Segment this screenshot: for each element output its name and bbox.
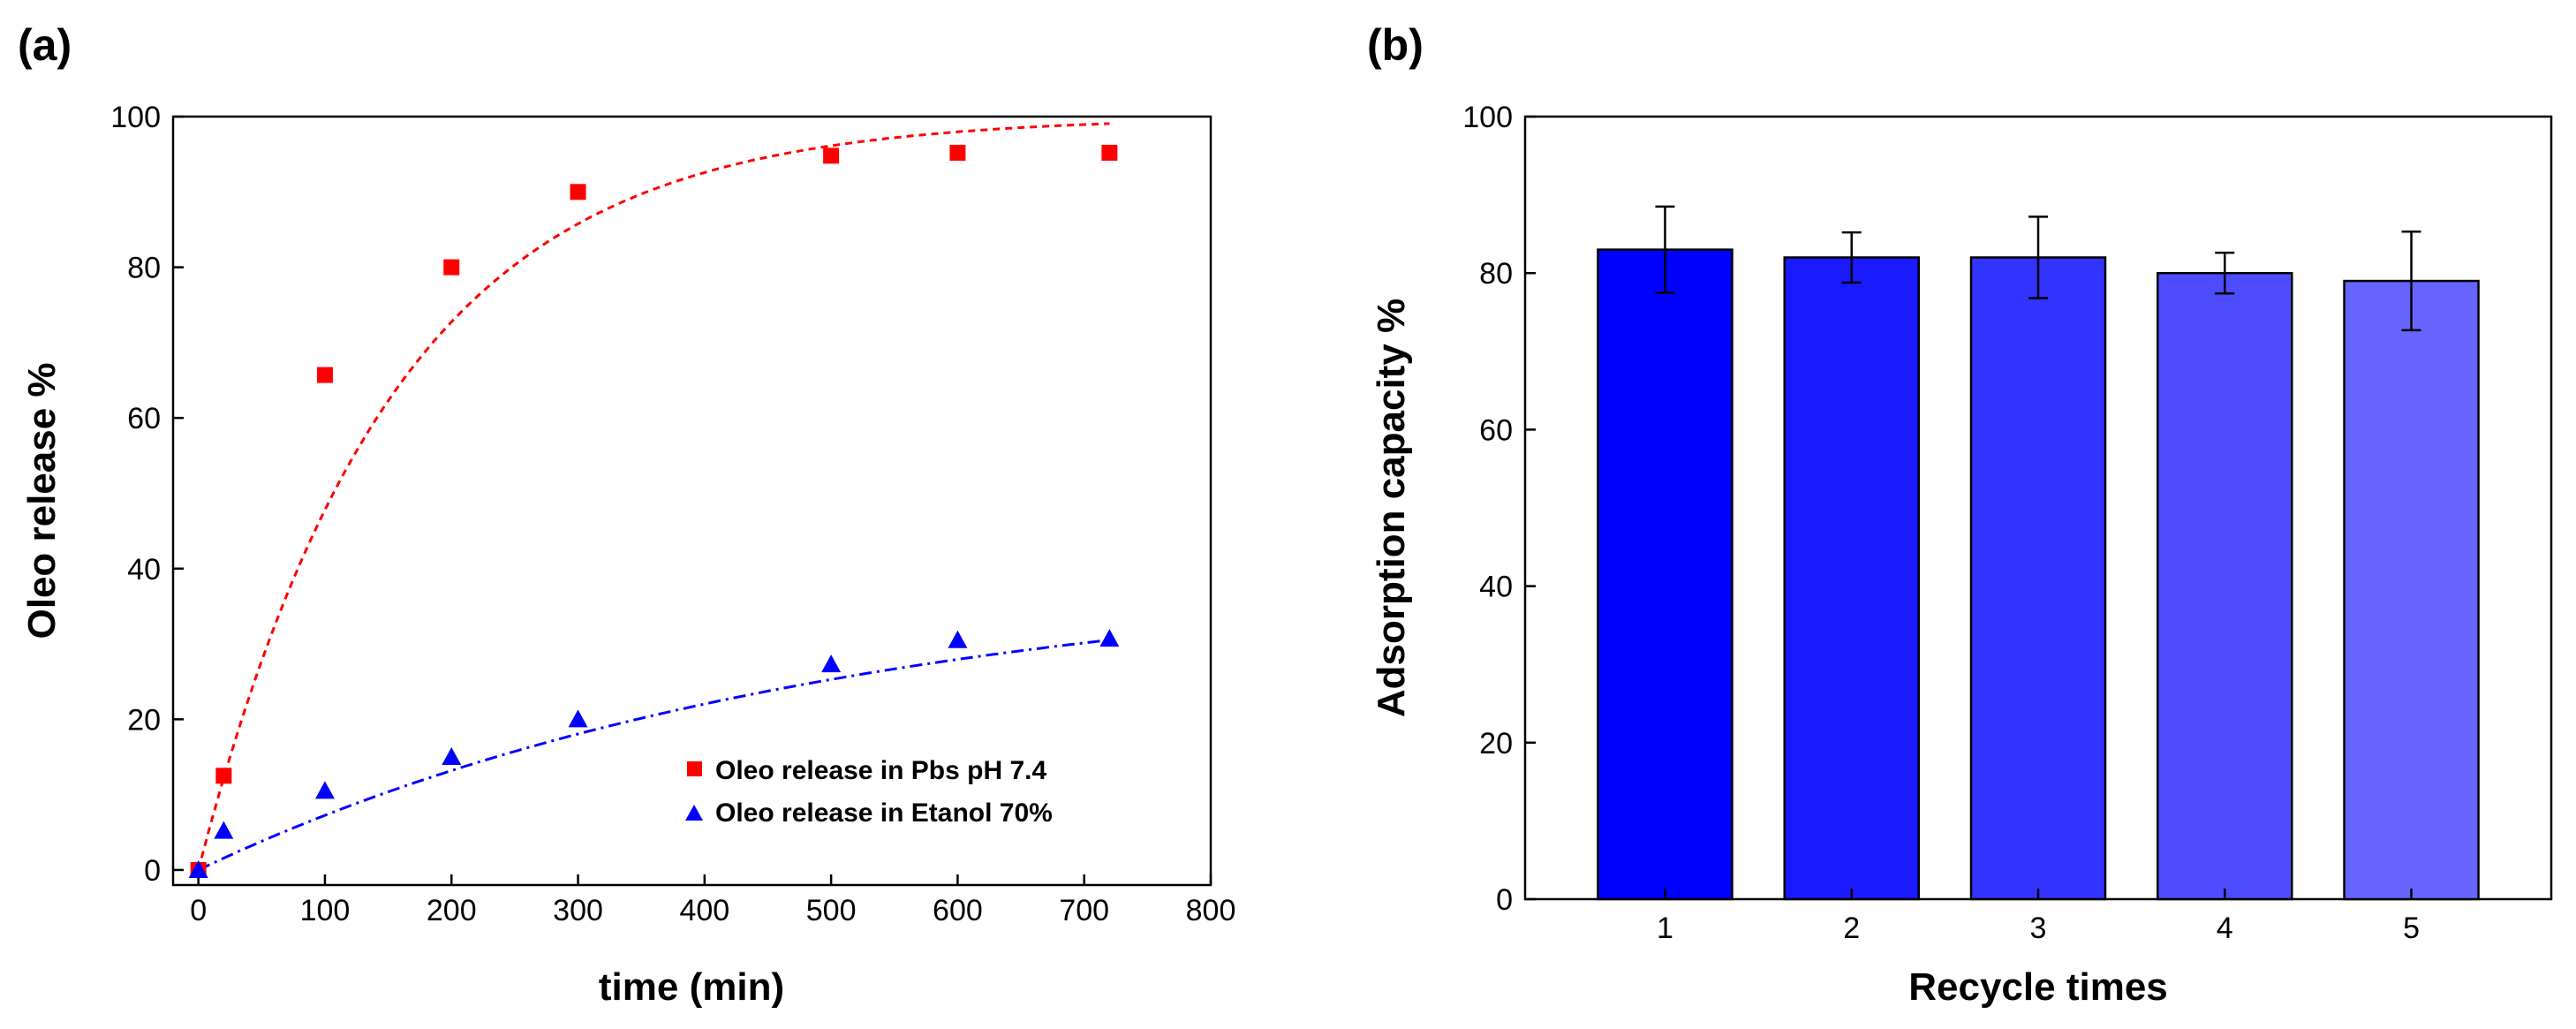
data-point-square [1101,144,1118,161]
x-tick-label: 300 [553,894,603,927]
plot-a-x-ticks: 0 100 200 300 400 500 600 700 800 [190,874,1235,927]
panel-a-label: (a) [18,20,72,70]
plot-a-legend: Oleo release in Pbs pH 7.4 Oleo release … [685,756,1053,828]
plot-b-x-label: Recycle times [1908,965,2168,1009]
x-tick-label: 600 [933,894,983,927]
plot-b-y-ticks: 0 20 40 60 80 100 [1462,101,1536,917]
legend-square-marker [687,761,702,776]
x-tick-label: 700 [1059,894,1109,927]
panel-a-release-chart: (a) 0 20 40 60 80 100 0 100 200 300 400 500 600 700 8… [18,20,1235,1009]
y-tick-label: 80 [1479,257,1513,291]
data-point-square [570,184,586,201]
plot-b-x-ticks: 1 2 3 4 5 [1657,889,2420,945]
plot-a-frame [171,115,1212,887]
data-point-triangle [568,709,588,728]
x-tick-label: 1 [1657,912,1673,945]
y-tick-label: 0 [144,854,161,888]
bar-recycle-5 [2343,279,2480,901]
bar-recycle-2 [1783,256,1920,901]
fit-curve-square [197,122,1110,871]
x-tick-label: 3 [2030,912,2047,945]
y-tick-label: 20 [127,703,161,737]
plot-a-y-label: Oleo release % [20,362,64,639]
x-tick-label: 800 [1186,894,1236,927]
fit-curve-triangle [198,639,1110,872]
data-point-triangle [821,654,842,673]
legend-triangle-marker [685,805,703,821]
data-point-triangle [214,821,234,839]
plot-b-bars [1597,205,2480,901]
data-point-square [949,144,966,161]
data-point-triangle [442,747,462,765]
y-tick-label: 60 [127,402,161,435]
y-tick-label: 100 [1462,101,1513,134]
x-tick-label: 2 [1843,912,1860,945]
data-point-square [443,259,460,276]
panel-b-label: (b) [1367,20,1424,70]
plot-a-x-label: time (min) [599,965,784,1009]
data-point-square [215,768,232,784]
bar-recycle-4 [2157,271,2293,901]
y-tick-label: 40 [1479,571,1513,604]
plot-b-y-label: Adsorption capacity % [1370,299,1413,717]
data-point-triangle [948,630,968,648]
panel-b-recycle-chart: (b) 0 20 40 60 80 100 1 2 3 4 5 Recycle times Ads… [1367,20,2553,1009]
x-tick-label: 0 [190,894,207,927]
y-tick-label: 20 [1479,727,1513,760]
legend-label-pbs: Oleo release in Pbs pH 7.4 [715,756,1046,785]
y-tick-label: 0 [1496,883,1513,917]
bar-recycle-3 [1969,256,2107,901]
plot-a-points [188,144,1120,878]
plot-a-y-ticks: 0 20 40 60 80 100 [110,101,184,888]
legend-label-etanol: Oleo release in Etanol 70% [715,798,1053,828]
data-point-square [316,367,333,383]
bar-recycle-1 [1597,248,1734,901]
x-tick-label: 5 [2403,912,2420,945]
data-point-triangle [188,859,208,878]
y-tick-label: 100 [110,101,161,134]
x-tick-label: 500 [806,894,857,927]
x-tick-label: 200 [427,894,477,927]
plot-a-fit-curves [197,122,1110,872]
data-point-triangle [314,781,335,799]
y-tick-label: 40 [127,553,161,586]
data-point-square [823,148,840,164]
y-tick-label: 80 [127,252,161,285]
data-point-triangle [1099,629,1120,647]
y-tick-label: 60 [1479,413,1513,447]
x-tick-label: 100 [300,894,351,927]
x-tick-label: 4 [2217,912,2233,945]
x-tick-label: 400 [679,894,729,927]
